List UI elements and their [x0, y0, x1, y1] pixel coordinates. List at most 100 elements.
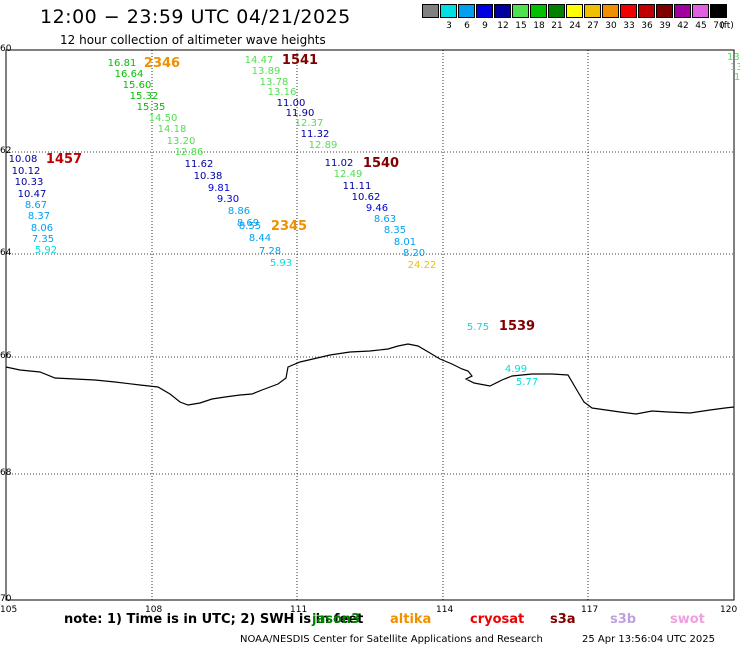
generation-timestamp: 25 Apr 13:56:04 UTC 2025: [582, 634, 715, 645]
legend-label: 39: [659, 21, 671, 31]
wave-height-label: 14.50: [149, 113, 178, 124]
wave-height-color-legend: 3 6 9 12 15 18 21 24 27 30 33 36 39 42 45 70 (ft): [422, 4, 734, 34]
satellite-s3b: s3b: [610, 612, 637, 627]
wave-height-label: 10.47: [18, 189, 47, 200]
legend-swatch: [512, 4, 529, 18]
lat-lon-grid: [6, 50, 734, 600]
latitude-tick-label: 60: [0, 44, 12, 54]
longitude-tick-label: 108: [145, 605, 163, 615]
wave-height-label: 11.02: [325, 158, 354, 169]
wave-height-label: 10.62: [352, 192, 381, 203]
wave-height-label: 5.92: [35, 245, 57, 256]
wave-height-label: 14.47: [245, 55, 274, 66]
legend-label: 30: [605, 21, 617, 31]
wave-height-label: 13.78: [260, 77, 289, 88]
legend-swatch: [566, 4, 583, 18]
wave-height-label: 5.77: [516, 377, 538, 388]
satellite-cryosat: cryosat: [470, 612, 525, 627]
wave-height-label: 12.37: [295, 118, 324, 129]
wave-height-label: 12.89: [309, 140, 338, 151]
wave-height-label: 10.33: [15, 177, 44, 188]
legend-label: 9: [482, 21, 488, 31]
legend-unit: (ft): [720, 21, 734, 31]
track-labels: 16.8116.6415.6015.3215.3514.5014.1813.20…: [9, 52, 740, 388]
legend-label: 24: [569, 21, 581, 31]
legend-label: 21: [551, 21, 563, 31]
legend-label: 70: [713, 21, 725, 31]
wave-height-label: 10.38: [194, 171, 223, 182]
legend-label: 15: [515, 21, 527, 31]
legend-swatch: [422, 4, 439, 18]
wave-height-label: 15.35: [137, 102, 166, 113]
longitude-tick-label: 105: [0, 605, 18, 615]
wave-height-label: 4.99: [505, 364, 527, 375]
legend-label: 27: [587, 21, 599, 31]
wave-height-label: 16.81: [108, 58, 137, 69]
legend-swatch: [710, 4, 727, 18]
wave-height-label: 13.3: [727, 52, 740, 63]
wave-height-label: 5.75: [467, 322, 489, 333]
wave-height-label: 5.93: [270, 258, 292, 269]
wave-height-label: 15.32: [130, 91, 159, 102]
wave-height-label: 11.90: [286, 108, 315, 119]
wave-height-label: 8.01: [394, 237, 416, 248]
wave-height-label: 13.: [730, 62, 740, 73]
wave-height-label: 8.06: [31, 223, 53, 234]
map-subtitle: 12 hour collection of altimeter wave hei…: [60, 33, 326, 47]
latitude-tick-label: 68: [0, 468, 12, 478]
legend-label: 6: [464, 21, 470, 31]
legend-swatch: [440, 4, 457, 18]
longitude-tick-label: 117: [581, 605, 599, 615]
wave-height-label: 7.28: [259, 246, 281, 257]
pass-time-label: 2346: [144, 56, 180, 71]
credit-line: NOAA/NESDIS Center for Satellite Applica…: [240, 634, 543, 645]
wave-height-label: 11.62: [185, 159, 214, 170]
wave-height-label: 8.63: [374, 214, 396, 225]
wave-height-label: 16.64: [115, 69, 144, 80]
legend-swatch: [692, 4, 709, 18]
legend-label: 45: [695, 21, 707, 31]
legend-swatch: [620, 4, 637, 18]
map-frame: [5, 49, 735, 601]
wave-height-label: 13.89: [252, 66, 281, 77]
legend-label: 3: [446, 21, 452, 31]
legend-label: 12: [497, 21, 509, 31]
legend-label: 33: [623, 21, 635, 31]
legend-swatch: [548, 4, 565, 18]
legend-swatch: [674, 4, 691, 18]
wave-height-label: 8.37: [28, 211, 50, 222]
wave-height-label: 11.32: [301, 129, 330, 140]
legend-swatch: [602, 4, 619, 18]
latitude-tick-label: 70: [0, 594, 12, 604]
footnote: note: 1) Time is in UTC; 2) SWH is in fe…: [64, 612, 364, 627]
legend-label: 18: [533, 21, 545, 31]
coastline: [5, 343, 735, 415]
longitude-tick-label: 111: [290, 605, 308, 615]
pass-time-label: 1457: [46, 152, 82, 167]
wave-height-label: 11.00: [277, 98, 306, 109]
latitude-tick-label: 62: [0, 146, 12, 156]
wave-height-label: 7.35: [32, 234, 54, 245]
wave-height-label: 8.35: [384, 225, 406, 236]
map-title: 12:00 − 23:59 UTC 04/21/2025: [40, 6, 351, 28]
wave-height-label: 8.20: [403, 248, 425, 259]
legend-swatch: [494, 4, 511, 18]
latitude-tick-label: 66: [0, 351, 12, 361]
legend-swatch: [584, 4, 601, 18]
wave-height-label: 10.08: [9, 154, 38, 165]
wave-height-label: 14.18: [158, 124, 187, 135]
legend-swatch: [476, 4, 493, 18]
wave-height-label: 12.49: [334, 169, 363, 180]
legend-swatch: [638, 4, 655, 18]
satellite-s3a: s3a: [550, 612, 576, 627]
legend-label: 36: [641, 21, 653, 31]
satellite-altika: altika: [390, 612, 432, 627]
wave-height-label: 12.86: [175, 147, 204, 158]
legend-swatch: [530, 4, 547, 18]
wave-height-label: 13.16: [268, 87, 297, 98]
wave-height-label: 10.12: [12, 166, 41, 177]
wave-height-label: 9.30: [217, 194, 239, 205]
wave-height-label: 8.44: [249, 233, 271, 244]
legend-swatch: [656, 4, 673, 18]
wave-height-label: 1: [734, 72, 740, 83]
